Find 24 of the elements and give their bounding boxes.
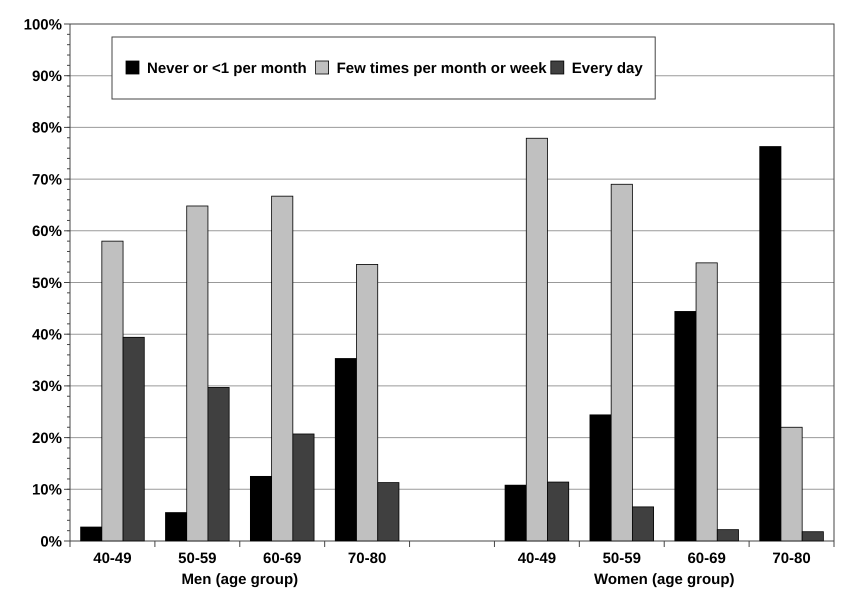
y-tick-label: 20% [32,430,62,447]
x-tick-label: 70-80 [348,550,386,567]
y-tick-label: 0% [40,533,62,550]
x-tick-label: 60-69 [263,550,302,567]
y-tick-label: 100% [24,16,62,34]
x-tick-label: 50-59 [178,550,217,567]
x-tick-label: 40-49 [93,550,132,567]
x-tick-label: 50-59 [602,550,641,567]
x-tick-label: 40-49 [518,550,556,567]
x-tick-label: 70-80 [772,550,811,567]
y-tick-label: 60% [32,223,62,240]
y-tick-label: 10% [32,482,62,499]
x-tick-label: 60-69 [687,550,726,567]
y-tick-label: 90% [32,68,62,85]
y-tick-label: 30% [32,378,62,396]
y-tick-label: 50% [32,274,62,292]
y-tick-label: 80% [32,120,62,137]
text: Women (age group) [594,571,735,588]
legend-label: Few times per month or week [336,60,548,77]
text: Men (age group) [181,571,298,588]
legend-label: Every day [572,60,644,77]
y-tick-label: 40% [32,326,62,344]
y-tick-label: 70% [32,171,62,188]
legend-label: Never or <1 per month [147,60,307,77]
